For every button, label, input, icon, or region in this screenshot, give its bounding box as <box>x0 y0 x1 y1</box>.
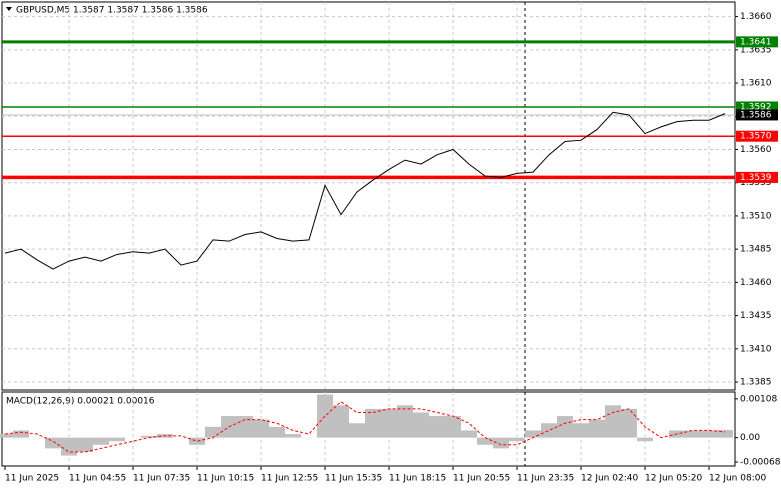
macd-bar <box>637 437 653 442</box>
x-tick-label: 12 Jun 08:00 <box>709 474 766 484</box>
x-tick-label: 11 Jun 04:55 <box>69 474 126 484</box>
y-tick-label: 1.3610 <box>740 79 772 89</box>
macd-bar <box>285 434 301 438</box>
macd-bar <box>77 437 93 452</box>
level-label: 1.3539 <box>740 173 772 183</box>
macd-bar <box>717 430 733 438</box>
macd-bar <box>0 434 13 438</box>
x-tick-label: 11 Jun 23:35 <box>517 474 574 484</box>
macd-bar <box>461 430 477 438</box>
macd-pane <box>1 391 736 467</box>
macd-bar <box>557 416 573 438</box>
x-tick-label: 11 Jun 07:35 <box>133 474 190 484</box>
macd-bar <box>541 423 557 438</box>
menu-arrow <box>6 7 12 11</box>
macd-bar <box>381 408 397 438</box>
x-tick-label: 12 Jun 02:40 <box>581 474 638 484</box>
level-label-box <box>736 171 778 183</box>
macd-bar <box>317 394 333 438</box>
level-label: 1.3641 <box>740 37 772 47</box>
level-label-box <box>736 36 778 48</box>
macd-bar <box>45 437 61 449</box>
y-tick-label: 1.3485 <box>740 245 772 255</box>
x-tick-label: 11 Jun 20:55 <box>453 474 510 484</box>
macd-bar <box>61 437 77 456</box>
macd-bar <box>349 423 365 438</box>
macd-bar <box>509 437 525 442</box>
macd-bar <box>13 430 29 438</box>
y-tick-label: 1.3410 <box>740 344 772 354</box>
macd-bar <box>477 437 493 445</box>
macd-bar <box>525 430 541 438</box>
macd-bar <box>205 426 221 438</box>
chart-title: GBPUSD,M5 1.3587 1.3587 1.3586 1.3586 <box>16 6 208 16</box>
level-label-box <box>736 130 778 142</box>
x-tick-label: 11 Jun 15:35 <box>325 474 382 484</box>
macd-bar <box>237 416 253 438</box>
price-pane <box>1 1 736 391</box>
macd-bar <box>589 419 605 438</box>
macd-bar <box>253 419 269 438</box>
y-tick-label: 1.3435 <box>740 311 772 321</box>
x-tick-label: 11 Jun 18:15 <box>389 474 446 484</box>
macd-bar <box>269 426 285 438</box>
macd-bar <box>685 430 701 438</box>
y-tick-label: 0.00 <box>740 433 760 443</box>
macd-bar <box>333 405 349 438</box>
y-tick-label: 1.3460 <box>740 278 772 288</box>
y-tick-label: 1.3635 <box>740 45 772 55</box>
macd-bar <box>429 416 445 438</box>
x-tick-label: 12 Jun 05:20 <box>645 474 702 484</box>
macd-bar <box>445 416 461 438</box>
macd-bar <box>397 405 413 438</box>
y-tick-label: 1.3510 <box>740 211 772 221</box>
last-price-box <box>736 109 778 121</box>
level-label-box <box>736 101 778 113</box>
price-line <box>4 111 726 270</box>
macd-bar <box>605 405 621 438</box>
macd-bar <box>493 437 509 449</box>
macd-title: MACD(12,26,9) 0.00021 0.00016 <box>6 397 155 407</box>
macd-bar <box>141 435 157 438</box>
signal-line <box>4 401 726 453</box>
y-tick-label: -0.00068 <box>740 458 781 468</box>
macd-bar <box>413 412 429 438</box>
y-tick-label: 1.3660 <box>740 12 772 22</box>
macd-bar <box>189 437 205 445</box>
macd-bar <box>93 437 109 445</box>
macd-bar <box>621 408 637 438</box>
x-tick-label: 11 Jun 10:15 <box>197 474 254 484</box>
macd-bar <box>701 430 717 438</box>
y-tick-label: 0.00108 <box>740 394 777 404</box>
macd-bar <box>573 423 589 438</box>
y-tick-label: 1.3560 <box>740 145 772 155</box>
y-tick-label: 1.3535 <box>740 178 772 188</box>
level-label: 1.3570 <box>740 132 772 142</box>
x-tick-label: 11 Jun 2025 <box>5 474 59 484</box>
macd-bar <box>109 437 125 442</box>
last-price-label: 1.3586 <box>740 110 772 120</box>
macd-bar <box>365 408 381 438</box>
y-tick-label: 1.3385 <box>740 378 772 388</box>
x-tick-label: 11 Jun 12:55 <box>261 474 318 484</box>
level-label: 1.3592 <box>740 102 772 112</box>
